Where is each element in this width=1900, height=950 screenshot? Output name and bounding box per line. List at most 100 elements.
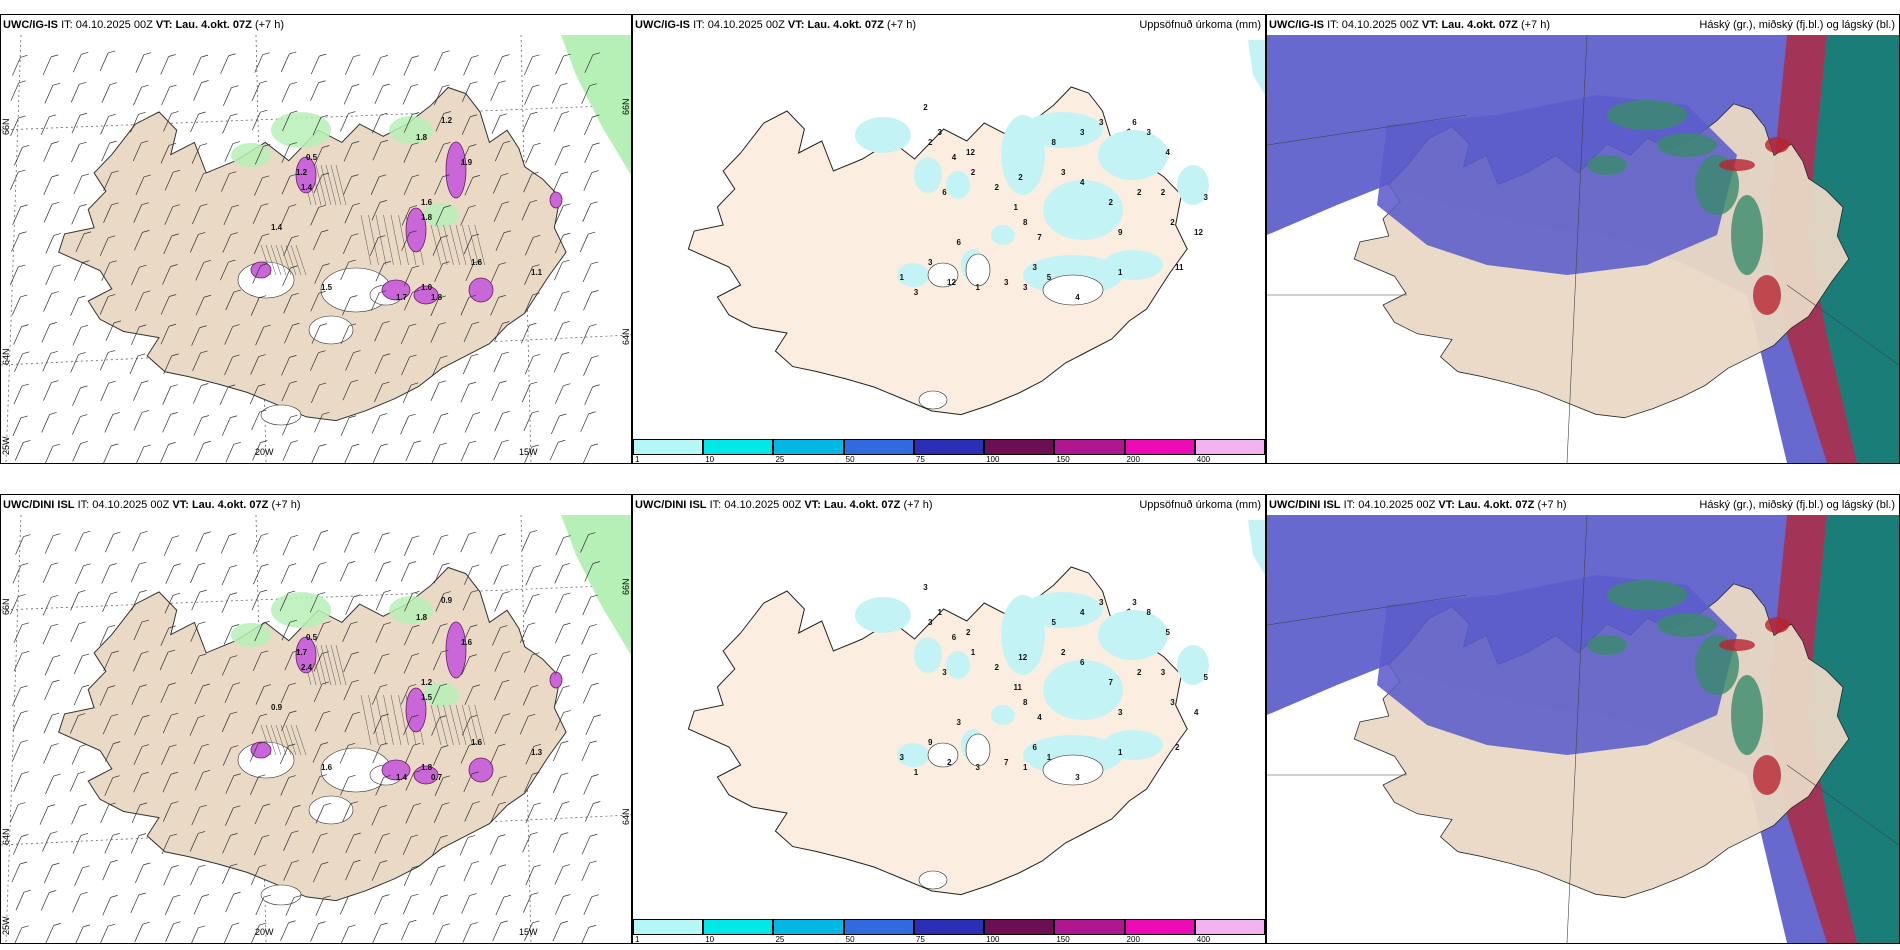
barb-flag — [562, 864, 571, 867]
precip-amount-label: 4 — [952, 153, 957, 162]
barb-staff — [464, 803, 474, 822]
barb-flag — [352, 141, 360, 144]
wind-barb — [524, 771, 540, 793]
barb-flag — [379, 805, 387, 808]
wind-barb — [339, 561, 356, 582]
barb-staff — [162, 386, 172, 405]
barb-flag — [171, 353, 179, 357]
wind-barb — [189, 715, 206, 736]
barb-flag — [351, 679, 359, 683]
barb-staff — [163, 537, 173, 556]
barb-staff — [493, 682, 503, 701]
barb-flag — [52, 679, 60, 683]
barb-staff — [13, 653, 23, 672]
barb-flag — [22, 351, 30, 355]
wind-barb — [494, 651, 510, 672]
barb-staff — [493, 353, 503, 373]
longitude-line — [5, 515, 22, 943]
barb-staff — [135, 54, 145, 73]
hatch-line — [430, 224, 442, 266]
barb-flag — [78, 771, 86, 774]
barb-staff — [251, 411, 260, 431]
barb-flag — [79, 204, 87, 207]
barb-flag — [21, 324, 29, 327]
wind-barb — [434, 562, 450, 584]
barb-flag — [112, 412, 120, 415]
barb-flag — [408, 413, 416, 417]
barb-staff — [160, 145, 170, 164]
barb-flag — [410, 84, 419, 87]
barb-staff — [494, 56, 503, 75]
wind-barb — [554, 145, 570, 166]
precip-amount-label: 6 — [1033, 743, 1038, 752]
wind-barb — [15, 889, 32, 911]
wind-barb — [343, 141, 360, 162]
glacier-area — [308, 315, 354, 345]
barb-staff — [193, 896, 203, 915]
wind-barb — [404, 624, 420, 646]
barb-staff — [224, 356, 233, 376]
barb-flag — [50, 623, 59, 627]
graticule-line — [1786, 284, 1899, 366]
barb-flag — [21, 650, 30, 654]
barb-flag — [53, 923, 61, 926]
barb-staff — [523, 654, 533, 673]
barb-flag — [173, 169, 181, 173]
barb-flag — [111, 443, 119, 447]
barb-staff — [102, 862, 111, 881]
barb-staff — [254, 805, 264, 825]
precip-map-panel-2: UWC/DINI ISL IT: 04.10.2025 00Z VT: Lau.… — [632, 494, 1266, 944]
barb-staff — [583, 292, 592, 311]
barb-staff — [281, 84, 291, 103]
colorbar-tick-label: 150 — [1056, 455, 1070, 464]
hatch-line — [295, 724, 307, 756]
wind-barb — [101, 563, 117, 584]
wind-barb — [494, 591, 510, 612]
precip-amount-label: 4 — [1166, 148, 1171, 157]
barb-flag — [83, 231, 92, 235]
barb-staff — [402, 836, 412, 856]
barb-staff — [251, 591, 261, 611]
barb-staff — [374, 896, 383, 915]
barb-staff — [195, 443, 205, 462]
barb-flag — [469, 144, 477, 147]
wind-barb — [72, 892, 88, 913]
barb-staff — [43, 745, 52, 764]
wind-barb — [434, 923, 450, 943]
barb-staff — [70, 623, 80, 642]
barb-flag — [168, 442, 176, 445]
wind-barb — [522, 892, 539, 913]
barb-flag — [291, 830, 299, 834]
wind-barb — [285, 805, 301, 826]
wind-barb — [340, 323, 357, 344]
wind-value-label: 1.8 — [416, 613, 428, 622]
hatch-line — [290, 724, 302, 756]
barb-flag — [197, 715, 206, 718]
precip-amount-label: 4 — [1075, 293, 1080, 302]
wind-barb — [282, 414, 298, 436]
barb-staff — [370, 176, 380, 195]
barb-flag — [168, 142, 177, 146]
barb-flag — [289, 173, 298, 177]
wind-barb — [131, 590, 147, 611]
wind-barb — [521, 199, 538, 221]
barb-staff — [462, 924, 472, 943]
barb-staff — [313, 653, 323, 672]
barb-staff — [494, 323, 503, 342]
barb-staff — [75, 233, 85, 253]
barb-flag — [263, 324, 271, 328]
barb-flag — [350, 295, 358, 298]
wind-barb — [400, 561, 417, 582]
barb-flag — [528, 714, 536, 717]
barb-flag — [51, 380, 59, 383]
wind-barb — [103, 443, 119, 463]
wind-barb — [10, 115, 26, 137]
barb-flag — [382, 532, 390, 536]
precip-amount-label: 4 — [1080, 608, 1085, 617]
barb-flag — [78, 352, 86, 355]
barb-flag — [20, 204, 28, 208]
glacier-area — [965, 253, 991, 287]
wind-barb — [163, 535, 180, 556]
wind-barb — [430, 380, 447, 401]
hatch-line — [437, 224, 448, 266]
